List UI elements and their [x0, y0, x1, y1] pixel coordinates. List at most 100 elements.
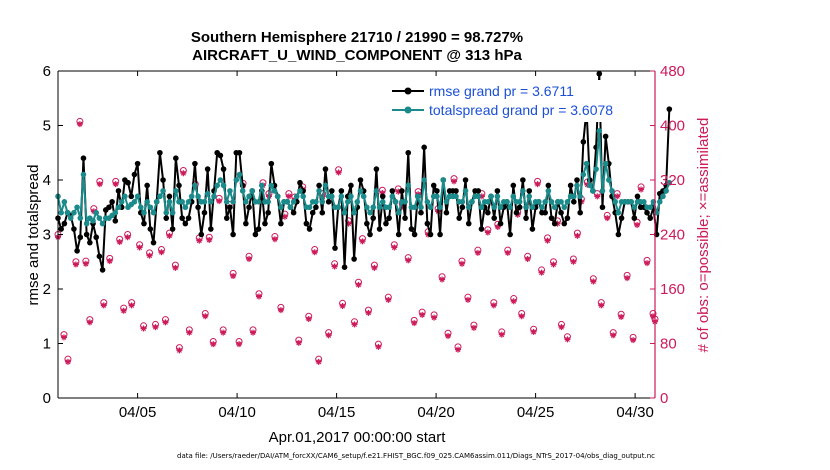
obs-assimilated-point — [405, 257, 412, 264]
spread-series-point — [338, 193, 345, 200]
rmse-series-point — [373, 166, 380, 172]
chart-title: Southern Hemisphere 21710 / 21990 = 98.7… — [191, 29, 523, 46]
spread-series-point — [61, 199, 68, 205]
rmse-series-point — [389, 188, 396, 194]
data-file-footer: data file: /Users/raeder/DAI/ATM_forcXX/… — [177, 452, 655, 460]
rmse-series-point — [262, 220, 268, 227]
rmse-series-point — [99, 267, 106, 273]
spread-series-point — [141, 209, 147, 216]
obs-assimilated-point — [614, 193, 621, 200]
y-left-tick-label: 3 — [43, 227, 51, 244]
spread-series-point — [421, 177, 427, 183]
obs-assimilated-point — [518, 313, 525, 320]
rmse-series-point — [364, 220, 370, 227]
rmse-series-point — [408, 226, 415, 232]
spread-series-point — [395, 209, 402, 216]
rmse-series-point — [306, 226, 313, 232]
spread-series-point — [418, 204, 424, 211]
obs-assimilated-point — [399, 203, 406, 210]
right-axis: 0 80 160 240 320 400 480 — [650, 63, 685, 407]
rmse-series-point — [542, 209, 548, 216]
spread-series-point — [647, 204, 654, 211]
spread-series-point — [367, 209, 373, 216]
spread-series-point — [188, 193, 195, 200]
spread-series-point — [67, 215, 74, 221]
spread-series-point — [583, 160, 590, 167]
obs-assimilated-point — [474, 249, 481, 256]
rmse-series-point — [443, 209, 450, 216]
rmse-series-point — [383, 220, 389, 227]
spread-series-point — [322, 182, 329, 189]
spread-series-point — [246, 193, 252, 200]
y-axis-left-label: rmse and totalspread — [25, 165, 42, 306]
spread-series-point — [561, 204, 568, 211]
obs-assimilated-point — [186, 329, 193, 336]
y-axis-right-label: # of obs: o=possible; ×=assimilated — [695, 118, 712, 353]
obs-assimilated-point — [395, 188, 402, 195]
spread-series-point — [402, 199, 408, 205]
legend-background — [388, 80, 650, 122]
spread-series-point — [77, 215, 84, 221]
spread-series-point — [341, 209, 348, 216]
rmse-series-point — [465, 220, 472, 227]
rmse-series-point — [341, 264, 348, 271]
spread-series-point — [287, 204, 294, 211]
rmse-series-point — [166, 193, 173, 200]
obs-assimilated-point — [644, 260, 651, 267]
obs-assimilated-point — [371, 264, 378, 271]
x-tick-label: 04/10 — [218, 404, 256, 421]
rmse-series-point — [185, 215, 192, 221]
obs-assimilated-point — [120, 307, 127, 314]
rmse-series-point — [494, 188, 501, 194]
spread-series-point — [96, 215, 103, 221]
spread-series-point — [300, 193, 306, 200]
spread-series-point — [641, 199, 647, 205]
spread-series-point — [414, 193, 421, 200]
spread-series-point — [656, 199, 663, 205]
obs-assimilated-point — [162, 319, 169, 326]
spread-series-point — [516, 199, 523, 205]
rmse-series-point — [220, 166, 227, 172]
spread-series-point — [208, 199, 214, 205]
spread-series-point — [666, 179, 673, 186]
spread-series-point — [427, 204, 434, 211]
obs-assimilated-point — [206, 236, 213, 243]
spread-series-point — [195, 193, 201, 200]
rmse-series-point — [71, 226, 77, 232]
rmse-series-point — [520, 177, 526, 183]
obs-assimilated-point — [246, 256, 253, 263]
obs-assimilated-point — [158, 249, 165, 256]
spread-series-point — [173, 188, 179, 194]
rmse-series-point — [529, 226, 536, 232]
obs-assimilated-point — [638, 186, 645, 193]
obs-assimilated-point — [530, 328, 537, 335]
obs-assimilated-point — [484, 229, 491, 236]
obs-assimilated-point — [470, 324, 477, 331]
rmse-series-point — [208, 226, 214, 232]
spread-series-point — [663, 188, 669, 194]
spread-series-point — [182, 204, 189, 211]
spread-series-point — [459, 199, 466, 205]
rmse-series-point — [87, 239, 93, 246]
obs-assimilated-point — [490, 302, 497, 309]
y-right-tick-label: 400 — [660, 118, 685, 135]
rmse-series-point — [252, 231, 259, 238]
obs-assimilated-point — [345, 220, 352, 227]
spread-series-point — [535, 199, 542, 205]
spread-series-point — [316, 188, 322, 194]
obs-assimilated-point — [385, 296, 392, 303]
rmse-series-point — [421, 144, 427, 151]
rmse-series-point — [551, 220, 558, 227]
rmse-series-point — [348, 182, 354, 189]
rmse-series-point — [198, 231, 205, 238]
spread-series-point — [539, 204, 545, 211]
legend-rmse-marker — [404, 87, 412, 95]
obs-assimilated-point — [564, 336, 571, 343]
obs-assimilated-point — [281, 213, 288, 220]
obs-assimilated-point — [618, 313, 625, 320]
spread-series-point — [217, 177, 224, 183]
rmse-series-point — [227, 204, 233, 211]
obs-assimilated-point — [510, 298, 517, 305]
x-tick-label: 04/25 — [517, 404, 555, 421]
